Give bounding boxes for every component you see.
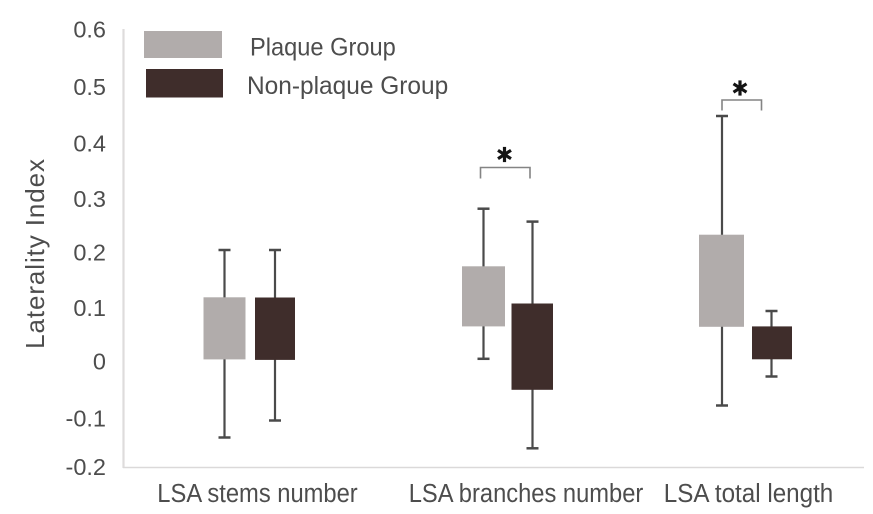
svg-text:LSA stems number: LSA stems number — [157, 479, 357, 508]
svg-text:LSA branches number: LSA branches number — [409, 479, 644, 508]
svg-text:0.4: 0.4 — [73, 130, 106, 156]
svg-text:0: 0 — [93, 349, 106, 375]
svg-text:Plaque Group: Plaque Group — [250, 34, 396, 62]
svg-text:0.6: 0.6 — [73, 17, 106, 43]
svg-text:0.5: 0.5 — [73, 74, 106, 100]
svg-text:0.1: 0.1 — [73, 295, 106, 321]
svg-text:-0.1: -0.1 — [66, 406, 107, 432]
svg-text:Non-plaque Group: Non-plaque Group — [247, 73, 448, 100]
svg-text:-0.2: -0.2 — [66, 454, 107, 480]
svg-text:Laterality Index: Laterality Index — [20, 158, 50, 349]
svg-text:0.3: 0.3 — [73, 186, 106, 212]
svg-text:0.2: 0.2 — [73, 239, 106, 265]
svg-text:LSA total length: LSA total length — [664, 479, 834, 508]
